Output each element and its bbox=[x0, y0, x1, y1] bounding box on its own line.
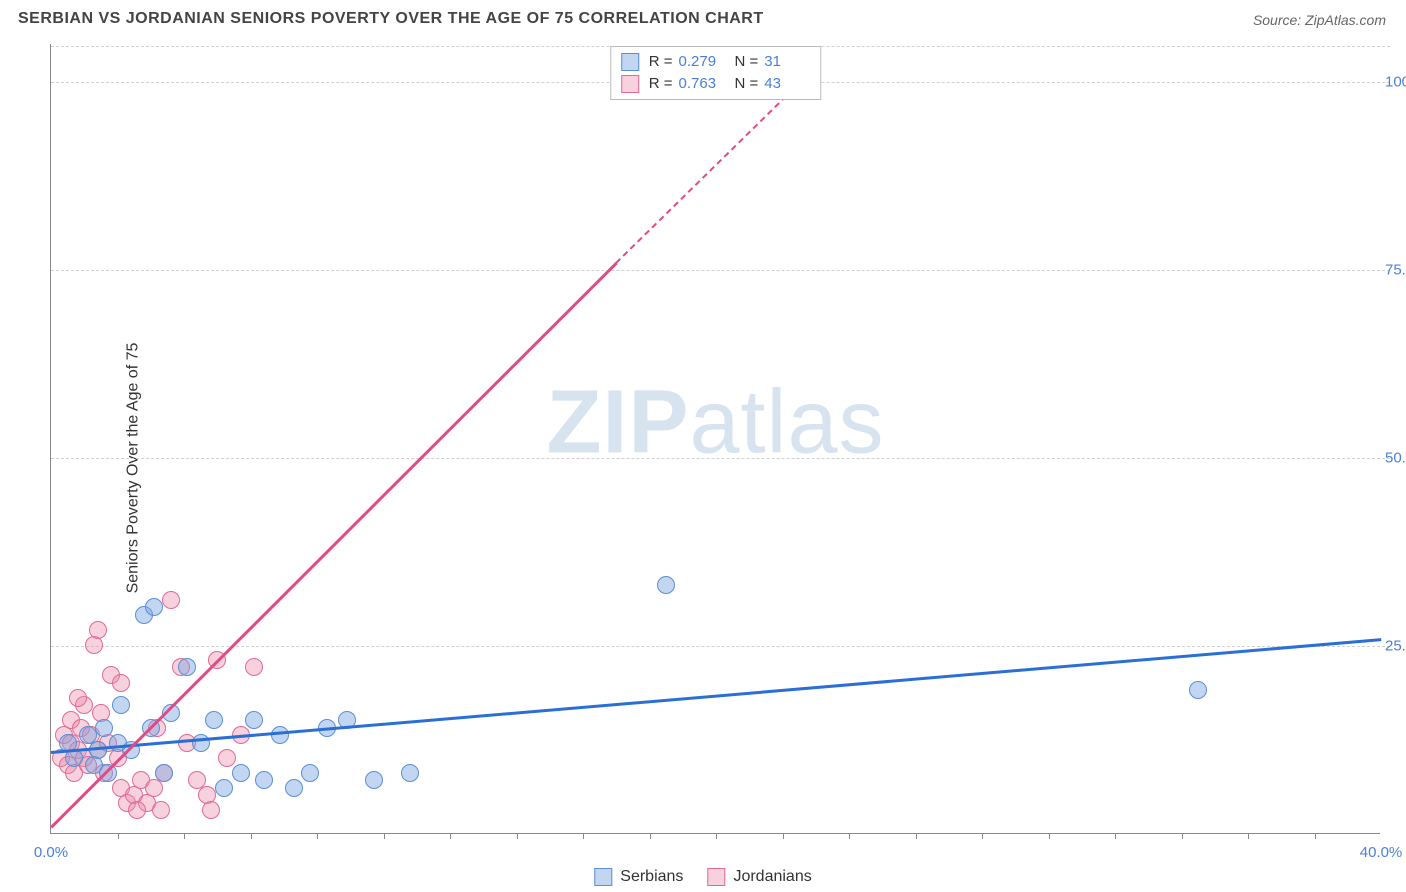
gridline bbox=[51, 458, 1390, 459]
point-serbian bbox=[1189, 681, 1207, 699]
x-tick bbox=[849, 833, 850, 839]
x-tick bbox=[450, 833, 451, 839]
series-legend-label: Serbians bbox=[620, 868, 683, 886]
point-serbian bbox=[145, 598, 163, 616]
legend-swatch bbox=[707, 868, 725, 886]
point-serbian bbox=[365, 771, 383, 789]
plot-area: ZIPatlas R =0.279N =31R =0.763N =43 25.0… bbox=[50, 44, 1380, 834]
x-tick bbox=[783, 833, 784, 839]
x-tick bbox=[184, 833, 185, 839]
series-legend-item: Jordanians bbox=[707, 868, 811, 886]
point-jordanian bbox=[202, 801, 220, 819]
x-tick bbox=[517, 833, 518, 839]
stats-legend: R = 0.279 N =31 R = 0.763 N =43 bbox=[610, 46, 822, 100]
n-label: N = bbox=[735, 73, 759, 95]
x-tick bbox=[916, 833, 917, 839]
point-serbian bbox=[401, 764, 419, 782]
point-jordanian bbox=[162, 591, 180, 609]
x-tick bbox=[1248, 833, 1249, 839]
point-serbian bbox=[192, 734, 210, 752]
x-tick bbox=[251, 833, 252, 839]
x-tick-label: 0.0% bbox=[34, 844, 68, 861]
point-serbian bbox=[95, 719, 113, 737]
x-tick bbox=[1049, 833, 1050, 839]
point-jordanian bbox=[152, 801, 170, 819]
point-serbian bbox=[232, 764, 250, 782]
chart-title: SERBIAN VS JORDANIAN SENIORS POVERTY OVE… bbox=[18, 10, 764, 28]
point-jordanian bbox=[145, 779, 163, 797]
chart-container: Seniors Poverty Over the Age of 75 ZIPat… bbox=[0, 44, 1406, 892]
point-serbian bbox=[109, 734, 127, 752]
point-serbian bbox=[245, 711, 263, 729]
point-jordanian bbox=[245, 658, 263, 676]
point-serbian bbox=[271, 726, 289, 744]
series-legend-label: Jordanians bbox=[733, 868, 811, 886]
y-tick-label: 25.0% bbox=[1385, 637, 1406, 654]
x-tick bbox=[583, 833, 584, 839]
point-serbian bbox=[112, 696, 130, 714]
y-tick-label: 50.0% bbox=[1385, 449, 1406, 466]
point-serbian bbox=[89, 741, 107, 759]
point-jordanian bbox=[218, 749, 236, 767]
point-jordanian bbox=[89, 621, 107, 639]
trendline bbox=[51, 638, 1381, 753]
r-label: R = bbox=[649, 51, 673, 73]
n-label: N = bbox=[735, 51, 759, 73]
point-serbian bbox=[155, 764, 173, 782]
legend-swatch bbox=[621, 75, 639, 93]
x-tick bbox=[650, 833, 651, 839]
point-serbian bbox=[205, 711, 223, 729]
r-value: 0.763 bbox=[679, 73, 725, 95]
point-serbian bbox=[301, 764, 319, 782]
point-jordanian bbox=[85, 636, 103, 654]
x-tick bbox=[716, 833, 717, 839]
gridline bbox=[51, 646, 1390, 647]
y-tick-label: 75.0% bbox=[1385, 261, 1406, 278]
point-jordanian bbox=[69, 689, 87, 707]
x-tick bbox=[384, 833, 385, 839]
x-tick bbox=[317, 833, 318, 839]
point-serbian bbox=[657, 576, 675, 594]
series-legend: Serbians Jordanians bbox=[594, 868, 811, 886]
point-jordanian bbox=[112, 674, 130, 692]
point-serbian bbox=[99, 764, 117, 782]
legend-swatch bbox=[594, 868, 612, 886]
r-label: R = bbox=[649, 73, 673, 95]
r-value: 0.279 bbox=[679, 51, 725, 73]
x-tick bbox=[982, 833, 983, 839]
y-tick-label: 100.0% bbox=[1385, 73, 1406, 90]
stats-legend-row: R = 0.279 N =31 bbox=[621, 51, 811, 73]
x-tick-label: 40.0% bbox=[1360, 844, 1403, 861]
x-tick bbox=[1115, 833, 1116, 839]
series-legend-item: Serbians bbox=[594, 868, 683, 886]
stats-legend-row: R = 0.763 N =43 bbox=[621, 73, 811, 95]
n-value: 43 bbox=[764, 73, 810, 95]
point-serbian bbox=[285, 779, 303, 797]
source-attribution: Source: ZipAtlas.com bbox=[1253, 12, 1386, 28]
trendline bbox=[50, 263, 617, 829]
gridline bbox=[51, 270, 1390, 271]
point-serbian bbox=[215, 779, 233, 797]
x-tick bbox=[118, 833, 119, 839]
x-tick bbox=[1182, 833, 1183, 839]
point-jordanian bbox=[128, 801, 146, 819]
point-serbian bbox=[255, 771, 273, 789]
x-tick bbox=[1315, 833, 1316, 839]
legend-swatch bbox=[621, 53, 639, 71]
n-value: 31 bbox=[764, 51, 810, 73]
point-serbian bbox=[178, 658, 196, 676]
